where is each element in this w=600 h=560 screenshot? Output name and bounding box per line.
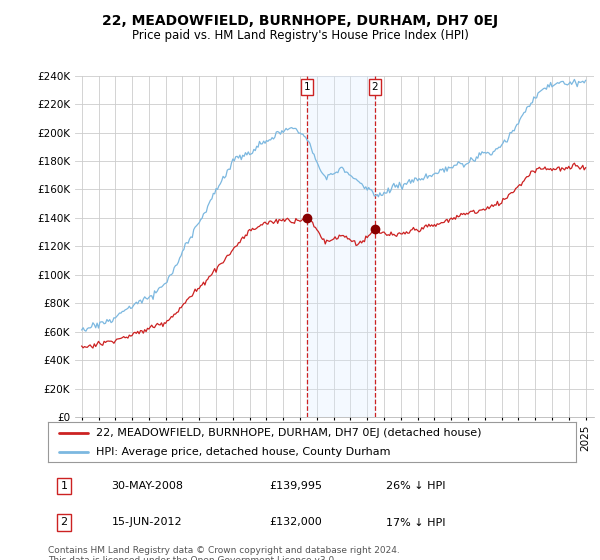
Text: Contains HM Land Registry data © Crown copyright and database right 2024.
This d: Contains HM Land Registry data © Crown c…	[48, 546, 400, 560]
Text: Price paid vs. HM Land Registry's House Price Index (HPI): Price paid vs. HM Land Registry's House …	[131, 29, 469, 42]
Text: 15-JUN-2012: 15-JUN-2012	[112, 517, 182, 528]
Text: HPI: Average price, detached house, County Durham: HPI: Average price, detached house, Coun…	[95, 447, 390, 457]
Text: £139,995: £139,995	[270, 481, 323, 491]
Text: 22, MEADOWFIELD, BURNHOPE, DURHAM, DH7 0EJ (detached house): 22, MEADOWFIELD, BURNHOPE, DURHAM, DH7 0…	[95, 428, 481, 438]
Text: 1: 1	[61, 481, 67, 491]
Text: 1: 1	[304, 82, 310, 92]
Text: 26% ↓ HPI: 26% ↓ HPI	[386, 481, 445, 491]
Text: 30-MAY-2008: 30-MAY-2008	[112, 481, 184, 491]
Text: 22, MEADOWFIELD, BURNHOPE, DURHAM, DH7 0EJ: 22, MEADOWFIELD, BURNHOPE, DURHAM, DH7 0…	[102, 14, 498, 28]
Bar	[307, 76, 375, 417]
Text: £132,000: £132,000	[270, 517, 323, 528]
Text: 2: 2	[371, 82, 378, 92]
Text: 2: 2	[60, 517, 67, 528]
Text: 17% ↓ HPI: 17% ↓ HPI	[386, 517, 445, 528]
